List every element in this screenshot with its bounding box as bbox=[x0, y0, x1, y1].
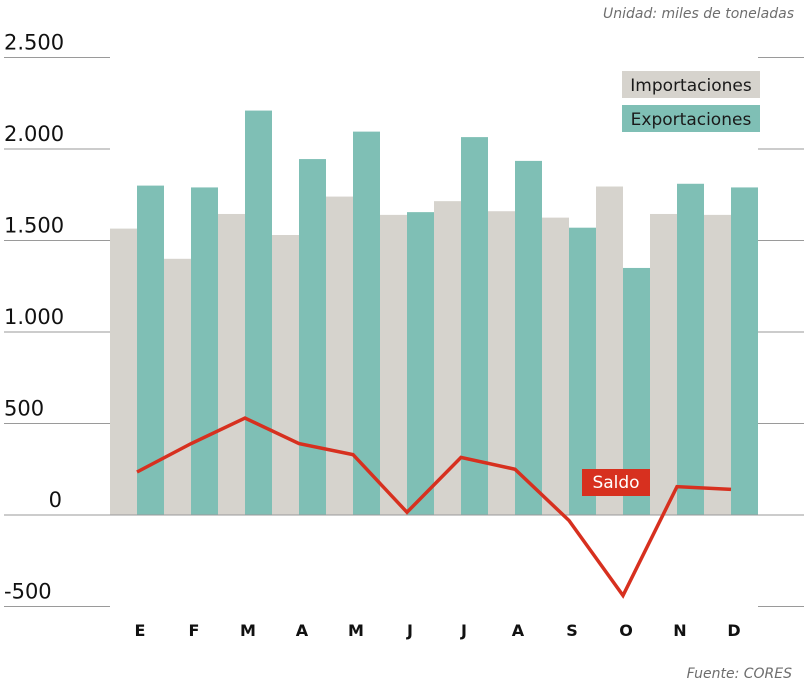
bar-importaciones bbox=[704, 214, 731, 515]
bar-importaciones bbox=[596, 186, 623, 515]
bar-importaciones bbox=[650, 213, 677, 515]
y-tick-label: 500 bbox=[4, 397, 44, 421]
legend-exportaciones-box bbox=[622, 105, 760, 132]
bar-exportaciones bbox=[407, 212, 434, 515]
saldo-line bbox=[136, 416, 732, 599]
y-tick-label: 2.500 bbox=[4, 31, 64, 55]
x-tick-label: A bbox=[512, 621, 525, 640]
x-tick-label: O bbox=[619, 621, 633, 640]
y-tick-label: -500 bbox=[4, 580, 52, 604]
bar-exportaciones bbox=[677, 183, 704, 515]
bar-importaciones bbox=[272, 235, 299, 515]
x-tick-label: M bbox=[348, 621, 364, 640]
bar-exportaciones bbox=[731, 187, 758, 515]
unit-note: Unidad: miles de toneladas bbox=[602, 6, 794, 22]
x-tick-label: J bbox=[460, 621, 467, 640]
x-tick-label: J bbox=[406, 621, 413, 640]
source-note: Fuente: CORES bbox=[686, 666, 792, 682]
x-tick-label: A bbox=[296, 621, 309, 640]
bar-exportaciones bbox=[569, 227, 596, 515]
x-tick-label: F bbox=[189, 621, 200, 640]
legend-exportaciones-label: Exportaciones bbox=[631, 110, 752, 130]
x-tick-label: M bbox=[240, 621, 256, 640]
bar-exportaciones bbox=[353, 131, 380, 516]
bar-importaciones bbox=[542, 217, 569, 515]
bar-importaciones bbox=[326, 196, 353, 515]
y-tick-label: 1.500 bbox=[4, 214, 64, 238]
bar-importaciones bbox=[164, 258, 191, 515]
legend-importaciones-label: Importaciones bbox=[630, 76, 752, 96]
y-tick-label: 1.000 bbox=[4, 305, 64, 329]
bar-exportaciones bbox=[191, 187, 218, 515]
x-tick-label: D bbox=[727, 621, 740, 640]
y-tick-label: 0 bbox=[49, 488, 62, 512]
bar-importaciones bbox=[110, 228, 137, 516]
legend-importaciones-box bbox=[622, 71, 760, 98]
bar-exportaciones bbox=[461, 137, 488, 516]
y-tick-label: 2.000 bbox=[4, 122, 64, 146]
bar-exportaciones bbox=[245, 110, 272, 515]
x-tick-label: N bbox=[673, 621, 686, 640]
saldo-label-box bbox=[582, 469, 650, 496]
bar-importaciones bbox=[218, 213, 245, 515]
bar-exportaciones bbox=[299, 159, 326, 515]
saldo-label: Saldo bbox=[592, 473, 639, 493]
x-tick-label: E bbox=[135, 621, 146, 640]
bar-importaciones bbox=[434, 201, 461, 515]
x-tick-label: S bbox=[566, 621, 578, 640]
bar-importaciones bbox=[380, 214, 407, 515]
bar-exportaciones bbox=[515, 160, 542, 515]
